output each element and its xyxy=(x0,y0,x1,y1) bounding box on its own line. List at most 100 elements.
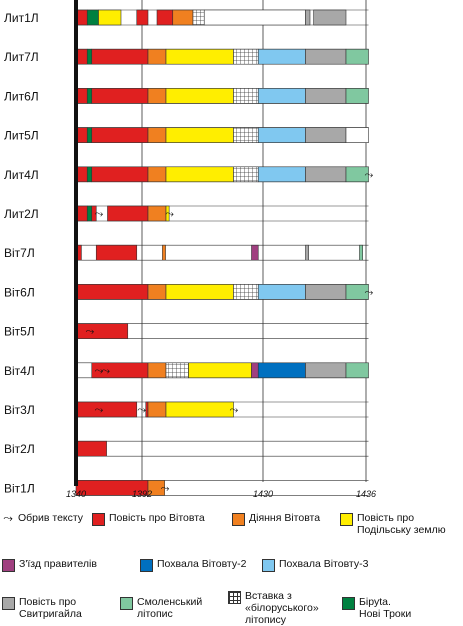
segment-vitovt xyxy=(91,127,149,143)
row-label: Віт2Л xyxy=(4,442,35,456)
segment-smolensk xyxy=(345,88,369,104)
row: Лит4Л ⤳ xyxy=(4,166,374,183)
segment-svytryhailo xyxy=(305,166,347,183)
segment-diyannia xyxy=(147,362,167,379)
segment-podillia xyxy=(165,127,234,143)
segment-diyannia xyxy=(147,205,167,222)
row-label: Віт3Л xyxy=(4,403,35,417)
segment-insert xyxy=(233,88,259,104)
segment-diyannia xyxy=(147,88,167,104)
segment-pokhvala3 xyxy=(257,88,306,104)
break-mark: ⤳ xyxy=(161,482,170,494)
break-mark: ⤳ xyxy=(95,365,104,377)
x-ticks: 1340 1392 1430 1436 xyxy=(66,0,376,499)
row-label: Лит1Л xyxy=(4,11,39,25)
segment-svytryhailo xyxy=(305,9,311,26)
tick-label: 1436 xyxy=(356,489,376,499)
segment-empty xyxy=(345,127,369,143)
row: Лит5Л xyxy=(4,127,369,143)
segment-podillia xyxy=(165,284,234,300)
row: Лит6Л xyxy=(4,88,369,104)
segment-svytryhailo xyxy=(305,48,347,65)
segment-vitovt xyxy=(91,205,97,222)
segment-biruta xyxy=(86,127,93,143)
row-label: Лит7Л xyxy=(4,50,39,64)
row: Віт1Л ⤳ xyxy=(4,480,369,496)
segment-empty xyxy=(203,9,306,26)
segment-pokhvala3 xyxy=(257,284,306,300)
break-mark: ⤳ xyxy=(230,404,239,416)
break-mark: ⤳ xyxy=(101,365,110,377)
segment-insert xyxy=(192,9,205,26)
row-label: Віт1Л xyxy=(4,481,35,495)
segment-svytryhailo xyxy=(305,362,347,379)
segment-vitovt xyxy=(75,401,138,418)
break-mark: ⤳ xyxy=(95,404,104,416)
segment-diyannia xyxy=(147,284,167,300)
segment-diyannia xyxy=(147,401,167,418)
tick-label: 1340 xyxy=(66,489,86,499)
segment-svytryhailo xyxy=(305,244,309,261)
segment-vitovt xyxy=(75,323,129,339)
segment-podillia xyxy=(165,205,170,222)
row-label: Віт4Л xyxy=(4,364,35,378)
segment-podillia xyxy=(98,9,122,26)
segment-biruta xyxy=(86,88,93,104)
segment-podillia xyxy=(165,166,234,183)
row: Віт2Л xyxy=(4,440,369,457)
row-label: Віт5Л xyxy=(4,325,35,339)
row: Віт7Л xyxy=(4,244,369,261)
break-mark: ⤳ xyxy=(365,286,374,298)
tick-label: 1430 xyxy=(253,489,273,499)
row: Віт5Л ⤳ xyxy=(4,323,369,339)
segment-smolensk xyxy=(359,244,363,261)
row-label: Лит4Л xyxy=(4,168,39,182)
segment-vitovt xyxy=(95,244,138,261)
segment-vitovt xyxy=(75,284,149,300)
segment-vitovt xyxy=(156,9,174,26)
break-mark: ⤳ xyxy=(137,404,146,416)
segment-podillia xyxy=(165,401,234,418)
grid-lines xyxy=(141,0,367,482)
row: Лит2Л ⤳ ⤳ xyxy=(4,205,369,222)
row-label: Віт7Л xyxy=(4,246,35,260)
segment-podillia xyxy=(188,362,252,379)
segment-vitovt xyxy=(91,166,149,183)
row-label: Лит2Л xyxy=(4,207,39,221)
segment-vitovt xyxy=(75,440,107,457)
segment-diyannia xyxy=(147,127,167,143)
row-label: Віт6Л xyxy=(4,285,35,299)
segment-insert xyxy=(233,48,259,65)
segment-vitovt xyxy=(91,48,149,65)
segment-podillia xyxy=(165,48,234,65)
segment-smolensk xyxy=(345,48,369,65)
segment-insert xyxy=(165,362,189,379)
row-label: Лит5Л xyxy=(4,129,39,143)
segment-vitovt xyxy=(145,401,149,418)
break-mark: ⤳ xyxy=(365,169,374,181)
segment-insert xyxy=(233,284,259,300)
row: Лит7Л xyxy=(4,48,369,65)
segment-smolensk xyxy=(345,166,369,183)
row: Віт6Л ⤳ xyxy=(4,284,374,300)
segment-zizd xyxy=(251,244,259,261)
segment-diyannia xyxy=(147,166,167,183)
segment-pokhvala3 xyxy=(257,166,306,183)
segment-biruta xyxy=(86,48,93,65)
segment-insert xyxy=(233,127,259,143)
segment-podillia xyxy=(165,88,234,104)
segment-svytryhailo xyxy=(305,127,347,143)
segment-biruta xyxy=(86,205,93,222)
segment-biruta xyxy=(86,9,99,26)
segment-svytryhailo xyxy=(313,9,347,26)
break-mark: ⤳ xyxy=(95,208,104,220)
segment-insert xyxy=(233,166,259,183)
tick-label: 1392 xyxy=(132,489,152,499)
segment-biruta xyxy=(86,166,93,183)
row: Лит1Л xyxy=(4,9,369,26)
segment-smolensk xyxy=(345,284,369,300)
segment-zizd xyxy=(251,362,259,379)
row: Віт4Л ⤳⤳ xyxy=(4,362,369,379)
break-mark: ⤳ xyxy=(86,326,95,338)
